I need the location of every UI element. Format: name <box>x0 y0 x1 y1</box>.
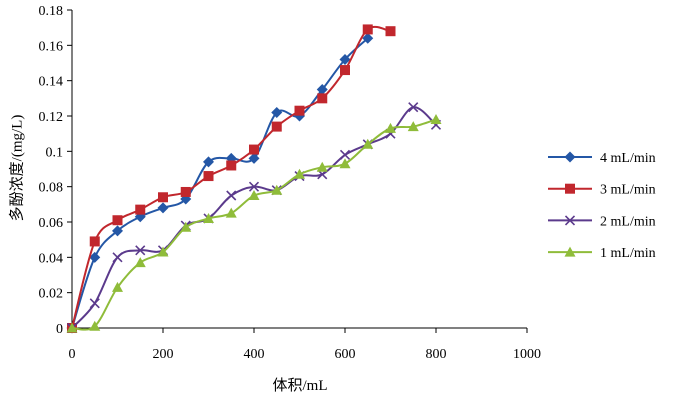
series-4-point <box>430 114 442 125</box>
axes <box>71 10 527 329</box>
y-tick-label: 0.16 <box>39 39 64 54</box>
y-tick-label: 0.18 <box>39 4 64 19</box>
series-1-point <box>89 251 101 263</box>
legend-entry: 3 mL/min <box>548 183 656 198</box>
series-3-point <box>248 181 260 192</box>
x-axis-ticks: 0 200 400 600 800 1000 <box>69 328 541 362</box>
series-layer <box>66 24 442 334</box>
y-tick-label: 0 <box>56 322 63 337</box>
series-2-point <box>89 236 100 247</box>
x-tick-label: 400 <box>244 347 265 362</box>
series-2-point <box>180 186 191 197</box>
y-tick-label: 0.14 <box>39 75 64 90</box>
series-3-point <box>339 149 351 160</box>
series-4-point <box>339 158 351 169</box>
legend-entry: 4 mL/min <box>548 151 656 166</box>
legend-marker <box>565 183 575 194</box>
legend-marker <box>564 246 576 257</box>
y-axis-ticks: 0 0.02 0.04 0.06 0.08 0.1 0.12 0.14 0.16 0.18 <box>39 4 72 337</box>
series-2-point <box>317 93 328 104</box>
y-tick-label: 0.02 <box>39 287 64 302</box>
legend-marker <box>564 151 576 163</box>
series-4-point <box>248 190 260 200</box>
x-tick-label: 600 <box>335 347 356 362</box>
series-2-point <box>203 171 214 182</box>
series-2-point <box>249 144 259 155</box>
x-axis-title: 体积/mL <box>273 377 328 394</box>
series-4-point <box>225 207 237 218</box>
series-2-point <box>158 192 168 203</box>
series-4-point <box>180 221 192 232</box>
series-4-point <box>316 161 328 172</box>
series-1 <box>66 32 374 334</box>
series-2-point <box>385 26 396 37</box>
series-2-point <box>340 65 350 76</box>
series-1-point <box>271 106 283 118</box>
series-4 <box>66 114 442 333</box>
legend-label: 1 mL/min <box>600 246 656 261</box>
legend-label: 2 mL/min <box>600 214 656 229</box>
series-2-point <box>135 204 146 215</box>
series-1-point <box>248 152 260 164</box>
series-1-point <box>203 156 214 168</box>
series-2-point <box>271 121 282 132</box>
series-4-point <box>271 184 283 195</box>
series-4-point <box>203 212 214 223</box>
series-2-point <box>112 215 123 226</box>
y-axis-title: 多酚浓度/(mg/L) <box>8 115 25 222</box>
legend-label: 4 mL/min <box>600 151 656 166</box>
y-tick-label: 0.06 <box>39 216 64 231</box>
series-4-point <box>66 322 78 333</box>
legend-marker <box>564 215 576 226</box>
x-tick-label: 0 <box>69 347 76 362</box>
legend-entry: 1 mL/min <box>548 246 656 261</box>
series-3-point <box>135 245 146 256</box>
series-4-point <box>89 320 101 331</box>
legend-label: 3 mL/min <box>600 183 656 198</box>
series-1-point <box>316 84 328 95</box>
series-2-point <box>294 105 305 116</box>
y-tick-label: 0.12 <box>39 110 64 125</box>
series-1-point <box>112 225 123 237</box>
series-1-point <box>339 53 351 65</box>
x-tick-label: 200 <box>153 347 174 362</box>
series-4-point <box>294 168 305 179</box>
series-3-point <box>89 298 100 309</box>
series-1-point <box>157 202 169 214</box>
x-tick-label: 1000 <box>513 347 541 362</box>
y-tick-label: 0.08 <box>39 181 64 196</box>
series-4-point <box>362 138 374 149</box>
y-tick-label: 0.1 <box>46 145 64 160</box>
series-4-point <box>385 122 396 133</box>
series-3-point <box>226 190 237 201</box>
series-4-point <box>157 246 169 257</box>
series-3-point <box>408 102 419 113</box>
series-4-point <box>134 257 146 268</box>
y-tick-label: 0.04 <box>39 251 64 266</box>
series-3-line <box>71 106 437 329</box>
series-3-point <box>112 252 123 263</box>
series-2-point <box>362 24 373 35</box>
series-2-point <box>226 160 237 171</box>
series-4-point <box>407 121 419 132</box>
legend: 4 mL/min 3 mL/min 2 mL/min 1 mL/min <box>548 151 656 261</box>
series-4-point <box>112 281 123 292</box>
legend-entry: 2 mL/min <box>548 214 656 229</box>
series-1-point <box>362 32 374 44</box>
x-tick-label: 800 <box>426 347 447 362</box>
